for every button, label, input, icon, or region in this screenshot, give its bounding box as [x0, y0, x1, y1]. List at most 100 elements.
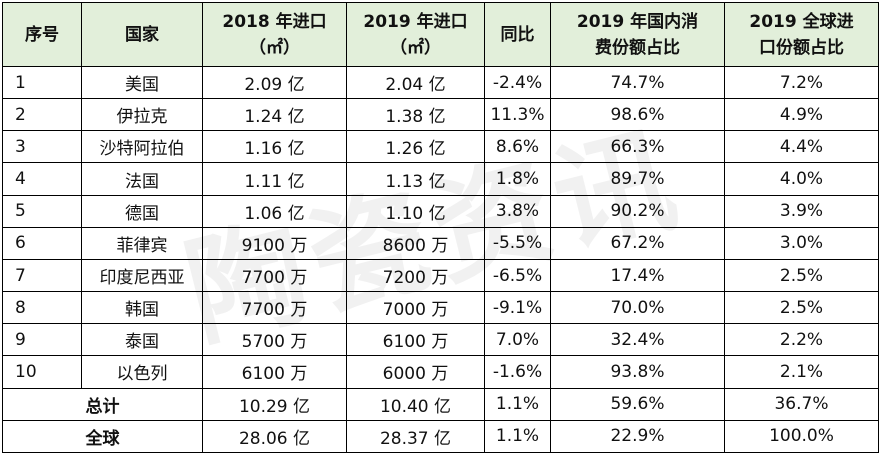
cell-domestic-share: 17.4% [550, 258, 725, 293]
cell-domestic-share: 59.6% [550, 387, 725, 421]
cell-country: 德国 [81, 194, 203, 228]
cell-summary-label: 全球 [2, 419, 203, 454]
cell-country: 美国 [81, 65, 203, 100]
cell-country: 韩国 [81, 291, 203, 325]
cell-import-2019: 10.40 亿 [346, 387, 485, 421]
cell-import-2019: 28.37 亿 [346, 419, 485, 454]
cell-country: 印度尼西亚 [81, 258, 203, 293]
cell-index: 6 [2, 226, 82, 260]
cell-index: 7 [2, 258, 82, 293]
cell-domestic-share: 90.2% [550, 194, 725, 228]
cell-index: 9 [2, 323, 82, 357]
header-import-2019-line2: （㎡） [390, 37, 441, 58]
cell-index: 1 [2, 65, 82, 100]
cell-global-share: 7.2% [724, 65, 879, 100]
table-row: 4 法国 1.11 亿 1.13 亿 1.8% 89.7% 4.0% [2, 162, 879, 196]
table-row: 2 伊拉克 1.24 亿 1.38 亿 11.3% 98.6% 4.9% [2, 98, 879, 132]
cell-import-2018: 1.16 亿 [202, 130, 347, 164]
cell-global-share: 100.0% [724, 419, 879, 454]
cell-yoy: 7.0% [484, 323, 551, 357]
cell-yoy: -9.1% [484, 291, 551, 325]
cell-global-share: 2.5% [724, 291, 879, 325]
cell-yoy: 1.1% [484, 387, 551, 421]
header-import-2018-line2: （㎡） [249, 37, 300, 58]
cell-yoy: 11.3% [484, 98, 551, 132]
table-row: 10 以色列 6100 万 6000 万 -1.6% 93.8% 2.1% [2, 355, 879, 389]
table-row: 7 印度尼西亚 7700 万 7200 万 -6.5% 17.4% 2.5% [2, 258, 879, 293]
cell-global-share: 2.1% [724, 355, 879, 389]
header-domestic-share-line1: 2019 年国内消 [576, 11, 699, 32]
cell-import-2019: 1.38 亿 [346, 98, 485, 132]
cell-index: 2 [2, 98, 82, 132]
cell-import-2018: 5700 万 [202, 323, 347, 357]
cell-import-2018: 7700 万 [202, 291, 347, 325]
cell-import-2019: 8600 万 [346, 226, 485, 260]
cell-yoy: 8.6% [484, 130, 551, 164]
table-row: 6 菲律宾 9100 万 8600 万 -5.5% 67.2% 3.0% [2, 226, 879, 260]
cell-import-2019: 7200 万 [346, 258, 485, 293]
table-body: 1 美国 2.09 亿 2.04 亿 -2.4% 74.7% 7.2% 2 伊拉… [2, 65, 879, 454]
cell-import-2019: 1.26 亿 [346, 130, 485, 164]
cell-import-2019: 2.04 亿 [346, 65, 485, 100]
header-global-share: 2019 全球进 口份额占比 [724, 2, 879, 67]
cell-global-share: 2.5% [724, 258, 879, 293]
cell-country: 泰国 [81, 323, 203, 357]
cell-import-2019: 6000 万 [346, 355, 485, 389]
cell-domestic-share: 74.7% [550, 65, 725, 100]
cell-domestic-share: 66.3% [550, 130, 725, 164]
cell-index: 4 [2, 162, 82, 196]
cell-global-share: 4.0% [724, 162, 879, 196]
cell-yoy: -2.4% [484, 65, 551, 100]
header-import-2018: 2018 年进口 （㎡） [202, 2, 347, 67]
cell-index: 10 [2, 355, 82, 389]
header-domestic-share-line2: 费份额占比 [595, 37, 680, 58]
cell-import-2019: 1.10 亿 [346, 194, 485, 228]
table-row: 5 德国 1.06 亿 1.10 亿 3.8% 90.2% 3.9% [2, 194, 879, 228]
cell-yoy: 3.8% [484, 194, 551, 228]
summary-row-global: 全球 28.06 亿 28.37 亿 1.1% 22.9% 100.0% [2, 419, 879, 454]
header-import-2019: 2019 年进口 （㎡） [346, 2, 485, 67]
cell-domestic-share: 22.9% [550, 419, 725, 454]
cell-country: 沙特阿拉伯 [81, 130, 203, 164]
cell-import-2018: 1.06 亿 [202, 194, 347, 228]
summary-row-total: 总计 10.29 亿 10.40 亿 1.1% 59.6% 36.7% [2, 387, 879, 421]
cell-domestic-share: 32.4% [550, 323, 725, 357]
cell-country: 菲律宾 [81, 226, 203, 260]
cell-domestic-share: 98.6% [550, 98, 725, 132]
cell-yoy: -6.5% [484, 258, 551, 293]
cell-yoy: -1.6% [484, 355, 551, 389]
cell-global-share: 2.2% [724, 323, 879, 357]
cell-yoy: -5.5% [484, 226, 551, 260]
header-import-2019-line1: 2019 年进口 [363, 11, 468, 32]
cell-import-2018: 7700 万 [202, 258, 347, 293]
cell-import-2018: 9100 万 [202, 226, 347, 260]
header-global-share-line2: 口份额占比 [759, 37, 844, 58]
cell-import-2018: 2.09 亿 [202, 65, 347, 100]
cell-import-2018: 1.11 亿 [202, 162, 347, 196]
cell-global-share: 3.0% [724, 226, 879, 260]
header-import-2018-line1: 2018 年进口 [222, 11, 327, 32]
cell-import-2018: 10.29 亿 [202, 387, 347, 421]
table-row: 3 沙特阿拉伯 1.16 亿 1.26 亿 8.6% 66.3% 4.4% [2, 130, 879, 164]
table-header: 序号 国家 2018 年进口 （㎡） 2019 年进口 （㎡） 同比 2019 … [2, 2, 879, 67]
header-row: 序号 国家 2018 年进口 （㎡） 2019 年进口 （㎡） 同比 2019 … [2, 2, 879, 67]
table-row: 9 泰国 5700 万 6100 万 7.0% 32.4% 2.2% [2, 323, 879, 357]
cell-import-2018: 1.24 亿 [202, 98, 347, 132]
table-row: 8 韩国 7700 万 7000 万 -9.1% 70.0% 2.5% [2, 291, 879, 325]
header-domestic-share: 2019 年国内消 费份额占比 [550, 2, 725, 67]
cell-index: 8 [2, 291, 82, 325]
cell-yoy: 1.1% [484, 419, 551, 454]
cell-index: 5 [2, 194, 82, 228]
cell-domestic-share: 70.0% [550, 291, 725, 325]
cell-global-share: 4.9% [724, 98, 879, 132]
cell-domestic-share: 89.7% [550, 162, 725, 196]
header-index: 序号 [2, 2, 82, 67]
cell-yoy: 1.8% [484, 162, 551, 196]
cell-import-2019: 6100 万 [346, 323, 485, 357]
cell-index: 3 [2, 130, 82, 164]
cell-summary-label: 总计 [2, 387, 203, 421]
header-country: 国家 [81, 2, 203, 67]
cell-global-share: 3.9% [724, 194, 879, 228]
header-global-share-line1: 2019 全球进 [749, 11, 854, 32]
